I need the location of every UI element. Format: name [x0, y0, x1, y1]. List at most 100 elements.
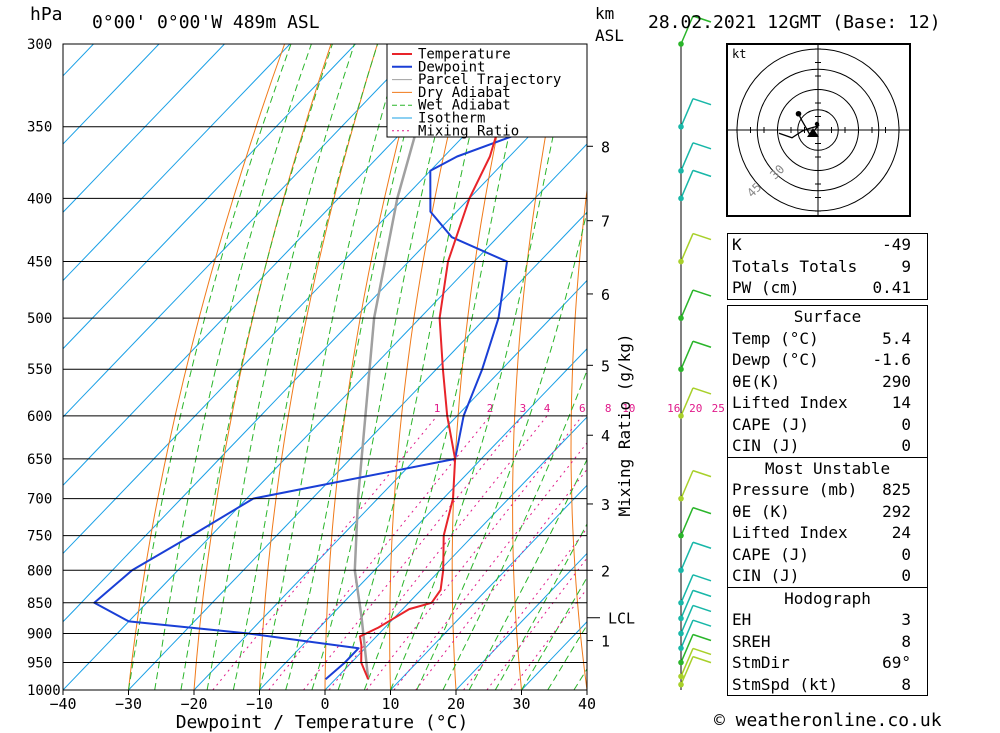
wind-barb-shaft — [680, 142, 694, 172]
indices-top-table: K -49 Totals Totals 9 PW (cm) 0.41 — [727, 233, 928, 300]
height-tick-label: 4 — [601, 427, 610, 445]
x-tick-label: 20 — [447, 695, 465, 713]
x-tick-label: 10 — [381, 695, 399, 713]
legend-box — [386, 43, 588, 138]
mixing-ratio-label: 10 — [622, 402, 635, 415]
x-axis-label: Dewpoint / Temperature (°C) — [176, 712, 469, 733]
wind-barb-shaft — [680, 605, 694, 634]
wind-barb-shaft — [680, 507, 694, 536]
isotherm-line — [0, 44, 28, 690]
wind-barb-dot — [678, 681, 684, 688]
most-unstable-row: Pressure (mb) 825 — [732, 480, 911, 499]
wet-adiabat-line — [521, 576, 587, 690]
surface-row: CAPE (J) 0 — [732, 414, 911, 434]
mixing-ratio-label: 2 — [487, 402, 494, 415]
hodograph-row: SREH 8 — [732, 631, 911, 651]
height-tick-label: 8 — [601, 138, 610, 156]
mixing-ratio-label: 25 — [712, 402, 725, 415]
isotherm-line — [455, 552, 587, 690]
surface-table: Surface Temp (°C) 5.4 Dewp (°C) -1.6 θE(K)… — [727, 305, 928, 696]
wet-adiabat-line — [337, 44, 493, 690]
most-unstable-row: Lifted Index 24 — [732, 523, 911, 542]
wind-barb-flag — [692, 15, 712, 23]
x-tick-label: −30 — [115, 695, 142, 713]
wind-barb-flag — [692, 506, 712, 515]
surface-title: Surface — [793, 307, 862, 326]
x-tick-label: 30 — [512, 695, 530, 713]
wind-barb-shaft — [680, 574, 694, 604]
wind-barb-shaft — [680, 387, 694, 417]
copyright-footer[interactable]: © weatheronline.co.uk — [714, 710, 942, 731]
wind-barb-shaft — [680, 289, 694, 319]
most-unstable-row: CAPE (J) 0 — [732, 544, 911, 564]
legend-label: Parcel Trajectory — [418, 72, 561, 88]
wind-barb-flag — [692, 619, 712, 627]
legend-label: Temperature — [418, 47, 511, 63]
wet-adiabat-line — [311, 44, 460, 690]
surface-row: Lifted Index 14 — [732, 393, 911, 412]
wind-barb-flag — [692, 469, 712, 478]
wind-barb-dot — [678, 532, 684, 539]
pressure-tick-label: 650 — [27, 452, 52, 468]
wind-barb-dot — [678, 366, 684, 373]
wind-barb-flag — [692, 589, 712, 598]
wind-barb-dot — [678, 195, 684, 202]
dry-adiabat-line — [451, 44, 518, 690]
isotherm-line — [63, 75, 587, 623]
wind-barb-flag — [692, 655, 712, 664]
wind-barb-shaft — [680, 340, 694, 370]
isotherm-line — [63, 44, 356, 350]
most-unstable-row: θE (K) 292 — [732, 501, 911, 521]
hodograph-row: StmDir 69° — [732, 653, 911, 672]
wind-barb-dot — [678, 41, 684, 47]
mixing-ratio-line — [393, 442, 587, 690]
wind-barb-dot — [678, 615, 684, 622]
wind-barb-dot — [678, 630, 684, 637]
wind-barb-shaft — [680, 233, 694, 262]
wind-barb-shaft — [680, 170, 694, 199]
wind-barb-shaft — [680, 98, 694, 128]
wind-barb-flag — [692, 142, 712, 150]
mixing-ratio-axis-label: Mixing Ratio (g/kg) — [615, 333, 634, 516]
wind-barb-dot — [678, 315, 684, 321]
wind-barb-shaft — [680, 541, 694, 571]
wind-barb-shaft — [680, 15, 694, 45]
wind-barb-dot — [678, 599, 684, 606]
wet-adiabat-line — [232, 44, 379, 690]
mixing-ratio-label: 8 — [605, 402, 612, 415]
wind-barb-flag — [692, 647, 712, 656]
surface-row: θE(K) 290 — [732, 371, 911, 391]
pressure-tick-label: 300 — [27, 37, 52, 53]
mixing-ratio-label: 3 — [520, 402, 527, 415]
wind-barb-dot — [678, 567, 684, 574]
wind-barb-flag — [692, 169, 712, 178]
isotherm-line — [63, 143, 587, 690]
mixing-ratio-line — [303, 415, 524, 690]
wind-barb-flag — [692, 232, 712, 241]
wet-adiabat-line — [154, 44, 312, 690]
height-tick-label: 6 — [601, 286, 610, 304]
isotherm-line — [390, 484, 587, 690]
wind-barb-flag — [692, 574, 712, 582]
wind-barb-flag — [692, 633, 712, 642]
wet-adiabat-line — [416, 209, 587, 690]
asl-label: ASL — [595, 26, 624, 45]
dry-adiabat-line — [934, 44, 1000, 690]
wind-barb-shaft — [680, 648, 694, 677]
datetime-label: 28.02.2021 12GMT (Base: 12) — [648, 12, 941, 33]
height-tick-label: 3 — [601, 496, 610, 514]
wet-adiabat-line — [442, 369, 587, 690]
hodograph-inner — [727, 44, 910, 216]
hodograph-mid-dot — [814, 121, 820, 127]
pressure-tick-label: 900 — [27, 626, 52, 642]
isotherm-line — [193, 279, 587, 690]
wind-barb-shaft — [680, 590, 694, 619]
height-tick-label: 2 — [601, 562, 610, 580]
legend-label: Mixing Ratio — [418, 123, 519, 139]
mixing-ratio-label: 4 — [544, 402, 551, 415]
dry-adiabat-line — [981, 44, 1000, 690]
wind-barb-dot — [678, 413, 684, 419]
dry-adiabat-line — [128, 44, 286, 690]
location-label: 0°00' 0°00'W 489m ASL — [92, 12, 320, 33]
